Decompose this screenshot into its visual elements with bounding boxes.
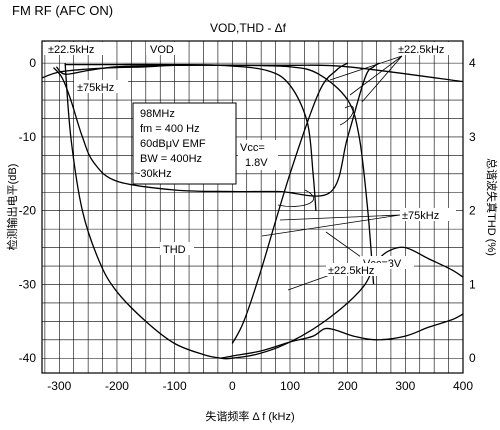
label-bw-left-75: ±75kHz [77, 82, 114, 94]
label-bg [400, 208, 456, 221]
condition-deviation: ~30kHz [134, 168, 172, 180]
x-tick-label: 0 [229, 379, 236, 393]
series-curve [65, 63, 317, 211]
y-right-tick-label: 3 [469, 130, 476, 144]
label-bg [146, 42, 182, 55]
series-curve [220, 313, 464, 359]
label-vcc-18-b: 1.8V [245, 157, 268, 169]
y-right-tick-label: 0 [469, 351, 476, 365]
condition-frequency: 98MHz [140, 108, 175, 120]
label-vcc-18-a: Vcc= [240, 142, 265, 154]
x-tick-label: 300 [395, 379, 415, 393]
label-bg [44, 42, 108, 55]
y-axis-left-label: 检测输出电平(dB) [5, 164, 19, 251]
pointer-bw-right-75 [261, 214, 401, 237]
plot-frame [41, 40, 464, 374]
pointer-curl-upper [339, 105, 354, 126]
y-left-tick-label: 0 [29, 56, 36, 70]
series-curve [64, 63, 464, 360]
condition-bw: BW = 400Hz [140, 153, 202, 165]
series-group [41, 62, 464, 360]
series-curve [53, 62, 380, 197]
chart-header: FM RF (AFC ON) [12, 3, 113, 18]
condition-emf: 60dBμV EMF [140, 138, 206, 150]
annotations: ±22.5kHz VOD ±22.5kHz ±75kHz Vcc= 1.8V T… [44, 42, 460, 277]
label-bg [74, 80, 128, 93]
x-tick-label: 200 [338, 379, 358, 393]
pointer-curl-lower [277, 189, 314, 207]
label-bg [160, 242, 194, 255]
label-bw-right-75: ±75kHz [402, 210, 439, 222]
label-bg [326, 263, 390, 276]
conditions-box: 98MHz fm = 400 Hz 60dBμV EMF BW = 400Hz … [132, 102, 237, 185]
x-tick-label: -100 [163, 379, 187, 393]
x-tick-label: 100 [280, 379, 300, 393]
x-tick-label: 400 [453, 379, 473, 393]
label-bg [238, 140, 278, 170]
label-vod: VOD [150, 44, 174, 56]
label-bw-bottom: ±22.5kHz [328, 265, 374, 277]
y-axis-right-label: 总谐波失真THD (%) [485, 158, 499, 256]
label-bw-right-top: ±22.5kHz [398, 44, 444, 56]
tick-labels: -300 -200 -100 0 100 200 300 400 0 -10 -20 -30 -40 4 3… [19, 56, 476, 393]
y-left-tick-label: -10 [19, 130, 37, 144]
y-left-tick-label: -40 [19, 351, 37, 365]
y-right-tick-label: 4 [469, 56, 476, 70]
series-curve [55, 64, 375, 285]
chart-title: VOD,THD - Δf [210, 21, 287, 35]
pointer-bw-bottom [287, 274, 331, 291]
label-bg [395, 42, 460, 55]
condition-fm: fm = 400 Hz [140, 123, 200, 135]
conditions-box-frame [132, 102, 237, 185]
y-right-tick-label: 1 [469, 277, 476, 291]
x-axis-label: 失谐频率 Δ f (kHz) [205, 409, 294, 423]
label-thd: THD [163, 244, 186, 256]
y-right-tick-label: 2 [469, 204, 476, 218]
y-left-tick-label: -20 [19, 204, 37, 218]
label-bw-left-top: ±22.5kHz [48, 44, 94, 56]
x-tick-label: -300 [47, 379, 71, 393]
series-curve [231, 62, 349, 344]
y-left-tick-label: -30 [19, 277, 37, 291]
x-tick-label: -200 [105, 379, 129, 393]
pointer-bw-right-top [329, 55, 403, 103]
